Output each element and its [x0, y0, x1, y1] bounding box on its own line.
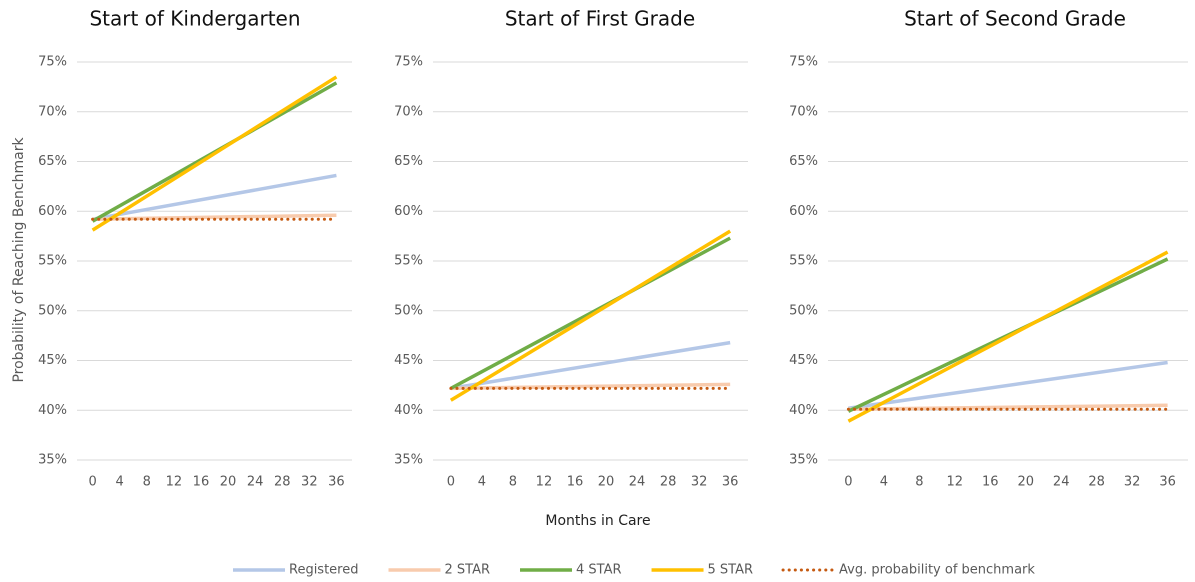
x-tick-label: 24	[247, 475, 264, 490]
y-tick-label: 70%	[394, 104, 423, 119]
x-tick-label: 0	[844, 475, 852, 490]
x-tick-label: 12	[536, 475, 553, 490]
chart-title: Start of First Grade	[505, 7, 695, 31]
y-tick-label: 35%	[789, 453, 818, 468]
y-tick-label: 55%	[789, 254, 818, 269]
y-tick-label: 75%	[789, 55, 818, 70]
series-line	[92, 173, 337, 221]
y-tick-label: 40%	[789, 403, 818, 418]
y-tick-label: 60%	[394, 204, 423, 219]
x-tick-label: 8	[915, 475, 923, 490]
y-tick-label: 50%	[789, 303, 818, 318]
y-tick-label: 35%	[394, 453, 423, 468]
y-tick-label: 70%	[789, 104, 818, 119]
x-tick-label: 20	[1017, 475, 1034, 490]
series-line	[450, 340, 731, 391]
x-tick-label: 16	[982, 475, 999, 490]
y-tick-label: 55%	[394, 254, 423, 269]
y-tick-label: 75%	[394, 55, 423, 70]
series-line	[92, 213, 337, 221]
y-tick-label: 45%	[394, 353, 423, 368]
x-tick-label: 0	[88, 475, 96, 490]
x-tick-label: 0	[447, 475, 455, 490]
y-tick-label: 65%	[394, 154, 423, 169]
series-line	[848, 360, 1168, 410]
x-tick-label: 24	[1053, 475, 1070, 490]
x-tick-label: 36	[1159, 475, 1176, 490]
legend-label: Registered	[289, 563, 359, 578]
x-tick-label: 12	[166, 475, 183, 490]
legend-label: Avg. probability of benchmark	[839, 563, 1035, 578]
x-tick-label: 20	[220, 475, 237, 490]
y-tick-label: 65%	[38, 154, 67, 169]
series-line	[450, 382, 731, 391]
y-tick-label: 40%	[394, 403, 423, 418]
y-axis-label: Probability of Reaching Benchmark	[11, 137, 27, 383]
chart-title: Start of Kindergarten	[89, 7, 300, 31]
x-axis-label: Months in Care	[545, 513, 650, 529]
chart-title: Start of Second Grade	[904, 7, 1126, 31]
x-tick-label: 32	[301, 475, 318, 490]
y-tick-label: 45%	[789, 353, 818, 368]
series-line	[848, 403, 1168, 412]
legend-label: 2 STAR	[445, 563, 491, 578]
x-tick-label: 28	[1088, 475, 1105, 490]
x-tick-label: 32	[691, 475, 708, 490]
y-tick-label: 70%	[38, 104, 67, 119]
series-line	[449, 229, 732, 402]
x-tick-label: 4	[478, 475, 486, 490]
y-tick-label: 50%	[38, 303, 67, 318]
y-tick-label: 60%	[38, 204, 67, 219]
x-tick-label: 20	[598, 475, 615, 490]
x-tick-label: 16	[567, 475, 584, 490]
x-tick-label: 36	[722, 475, 739, 490]
y-tick-label: 35%	[38, 453, 67, 468]
x-tick-label: 8	[143, 475, 151, 490]
y-tick-label: 60%	[789, 204, 818, 219]
series-line	[847, 250, 1169, 423]
y-tick-label: 40%	[38, 403, 67, 418]
x-tick-label: 8	[509, 475, 517, 490]
x-tick-label: 36	[328, 475, 345, 490]
y-tick-label: 45%	[38, 353, 67, 368]
x-tick-label: 24	[629, 475, 646, 490]
x-tick-label: 16	[193, 475, 210, 490]
series-line	[91, 75, 338, 232]
x-tick-label: 12	[947, 475, 964, 490]
x-tick-label: 28	[660, 475, 677, 490]
legend-label: 4 STAR	[576, 563, 622, 578]
series-line	[450, 236, 731, 390]
y-tick-label: 50%	[394, 303, 423, 318]
legend-label: 5 STAR	[708, 563, 754, 578]
x-tick-label: 28	[274, 475, 291, 490]
y-tick-label: 55%	[38, 254, 67, 269]
x-tick-label: 32	[1124, 475, 1141, 490]
x-tick-label: 4	[880, 475, 888, 490]
x-tick-label: 4	[116, 475, 124, 490]
y-tick-label: 65%	[789, 154, 818, 169]
y-tick-label: 75%	[38, 55, 67, 70]
